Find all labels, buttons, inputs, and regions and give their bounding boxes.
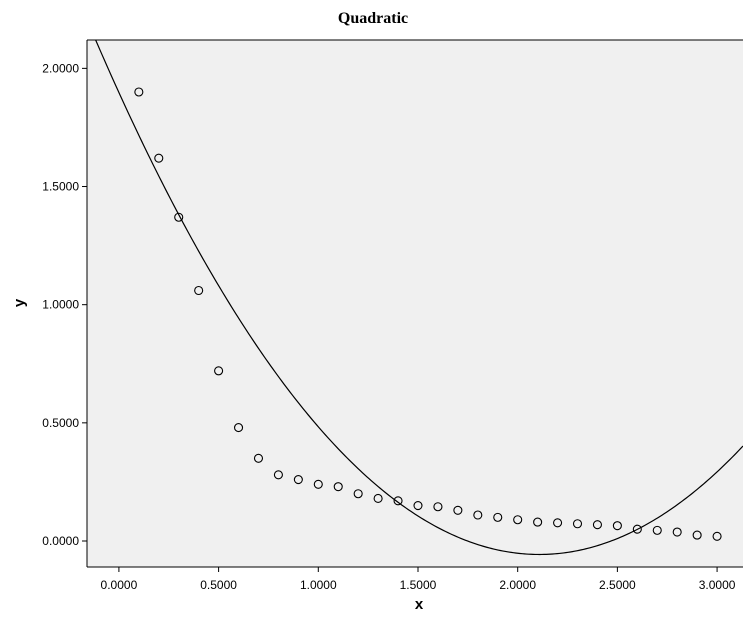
data-point [692,530,702,540]
data-point [592,520,602,530]
data-point [353,489,363,499]
chart-title: Quadratic [338,10,408,27]
data-point [672,527,682,537]
data-point [393,496,403,506]
data-point [174,212,184,222]
data-point [253,453,264,463]
data-point [433,502,443,512]
y-tick-label: 2.0000 [42,61,79,75]
x-tick-label: 1.0000 [300,578,337,592]
y-axis-label: y [11,298,28,307]
data-point [553,518,563,528]
x-tick-label: 2.0000 [499,578,536,592]
data-point [493,512,503,522]
data-point [293,475,303,485]
data-point [214,366,224,376]
y-tick-label: 0.5000 [42,416,79,430]
x-tick-label: 3.0000 [699,578,736,592]
data-point [612,521,622,531]
observed-points [134,87,722,541]
data-point [154,153,164,163]
y-tick-label: 0.0000 [42,534,79,548]
plot-area [87,40,743,567]
y-axis-ticks: 0.0000 0.5000 1.0000 1.5000 2.0000 [42,61,87,548]
data-point [712,531,722,541]
data-point [373,493,383,504]
x-tick-label: 0.5000 [200,578,237,592]
data-point [273,470,283,480]
x-axis-label: x [415,596,424,613]
data-point [233,423,244,433]
x-axis-ticks: 0.0000 0.5000 1.0000 1.5000 2.0000 2.5000 3.00… [101,567,736,592]
data-point [533,517,543,527]
y-tick-label: 1.0000 [42,298,79,312]
data-point [333,482,343,492]
data-point [513,515,523,525]
data-point [413,501,423,511]
data-point [134,87,144,97]
x-tick-label: 1.5000 [400,578,437,592]
x-tick-label: 0.0000 [101,578,138,592]
y-tick-label: 1.5000 [42,180,79,194]
data-point [473,510,483,520]
data-point [194,285,204,296]
x-tick-label: 2.5000 [599,578,636,592]
data-point [652,525,662,535]
data-point [632,524,642,534]
data-point [313,479,323,489]
data-point [572,519,583,529]
data-point [453,505,463,515]
